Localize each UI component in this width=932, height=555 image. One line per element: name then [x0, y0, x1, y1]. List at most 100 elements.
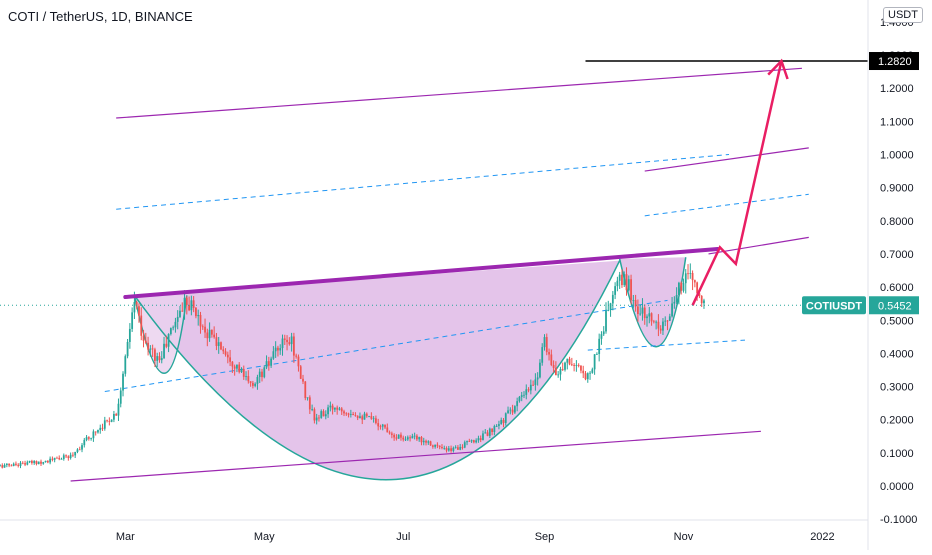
- candle-body: [409, 437, 411, 439]
- candle-body: [491, 428, 493, 433]
- candle-body: [534, 379, 537, 385]
- candle-body: [295, 355, 298, 357]
- currency-label[interactable]: USDT: [883, 7, 923, 23]
- candle-body: [115, 413, 118, 416]
- candle-body: [616, 280, 619, 287]
- candle-body: [427, 441, 430, 443]
- y-tick-label: 0.8000: [880, 216, 914, 228]
- candle-body: [140, 315, 143, 336]
- candle-body: [600, 334, 603, 339]
- candle-body: [208, 329, 211, 339]
- candle-body: [213, 334, 216, 338]
- candle-body: [190, 300, 193, 311]
- candle-body: [436, 444, 439, 446]
- plot-layer: [0, 58, 868, 482]
- candle-body: [81, 445, 83, 450]
- candle-body: [445, 448, 448, 451]
- candle-body: [72, 454, 74, 456]
- candle-body: [163, 343, 165, 359]
- candle-body: [381, 424, 384, 427]
- candle-body: [377, 423, 380, 427]
- candle-body: [329, 405, 332, 408]
- candle-body: [1, 465, 4, 468]
- candle-body: [349, 414, 352, 415]
- candle-body: [520, 395, 523, 397]
- x-tick-label: Mar: [116, 531, 135, 543]
- candle-body: [169, 328, 172, 335]
- candle-body: [122, 373, 124, 391]
- candle-body: [564, 362, 566, 370]
- candle-body: [231, 361, 234, 367]
- candle-body: [554, 367, 557, 376]
- candle-body: [484, 432, 487, 434]
- candle-body: [662, 321, 664, 331]
- candle-body: [229, 357, 231, 362]
- candle-body: [557, 374, 560, 376]
- candle-body: [411, 436, 414, 439]
- candle-body: [621, 274, 623, 286]
- candle-body: [167, 334, 170, 347]
- candle-body: [379, 426, 382, 428]
- candle-body: [402, 437, 405, 440]
- candle-body: [103, 420, 106, 429]
- candle-body: [475, 440, 478, 443]
- candle-body: [673, 301, 676, 304]
- candle-body: [393, 434, 396, 438]
- candle-body: [15, 463, 17, 465]
- candle-body: [124, 356, 127, 374]
- candle-body: [183, 297, 186, 312]
- left-handle-fill: [134, 295, 187, 374]
- candle-body: [42, 462, 45, 464]
- candle-body: [324, 414, 327, 417]
- candle-body: [602, 331, 605, 335]
- candle-body: [272, 351, 275, 359]
- candle-body: [30, 460, 33, 464]
- candle-body: [648, 313, 651, 317]
- candle-body: [306, 397, 309, 399]
- candle-body: [637, 306, 639, 315]
- candle-body: [313, 409, 316, 421]
- candle-body: [60, 458, 63, 460]
- candle-body: [49, 458, 52, 463]
- candle-body: [577, 365, 580, 366]
- candle-body: [76, 449, 79, 452]
- candle-body: [607, 310, 610, 311]
- dashed-trend-line-4: [644, 193, 809, 217]
- candle-body: [8, 463, 11, 466]
- candle-body: [646, 316, 648, 319]
- candle-body: [92, 431, 95, 439]
- candle-body: [336, 407, 339, 410]
- candle-body: [154, 349, 156, 361]
- candle-body: [261, 371, 263, 378]
- y-tick-label: 0.1000: [880, 448, 914, 460]
- candle-body: [678, 282, 680, 295]
- candle-body: [320, 411, 323, 418]
- candle-body: [5, 463, 8, 466]
- candle-body: [595, 353, 598, 355]
- candle-body: [618, 274, 621, 281]
- candles: [0, 263, 705, 469]
- candle-body: [135, 302, 138, 307]
- right-handle-fill: [619, 257, 686, 347]
- candle-body: [343, 411, 345, 414]
- symbol-badge-text: COTIUSDT: [806, 300, 863, 312]
- candle-body: [404, 439, 407, 441]
- candle-body: [388, 432, 391, 434]
- candle-body: [354, 415, 357, 416]
- candle-body: [247, 376, 250, 382]
- candle-body: [682, 283, 685, 291]
- candle-body: [493, 426, 496, 433]
- y-tick-label: 1.2000: [880, 83, 914, 95]
- candle-body: [539, 362, 541, 378]
- candle-body: [345, 413, 348, 415]
- candle-body: [666, 320, 669, 322]
- candle-body: [165, 343, 168, 347]
- candle-body: [3, 465, 6, 468]
- candle-body: [582, 370, 585, 374]
- y-tick-label: 1.1000: [880, 116, 914, 128]
- candle-body: [188, 304, 190, 311]
- price-badge-text: 0.5452: [878, 300, 912, 312]
- candle-body: [386, 427, 389, 433]
